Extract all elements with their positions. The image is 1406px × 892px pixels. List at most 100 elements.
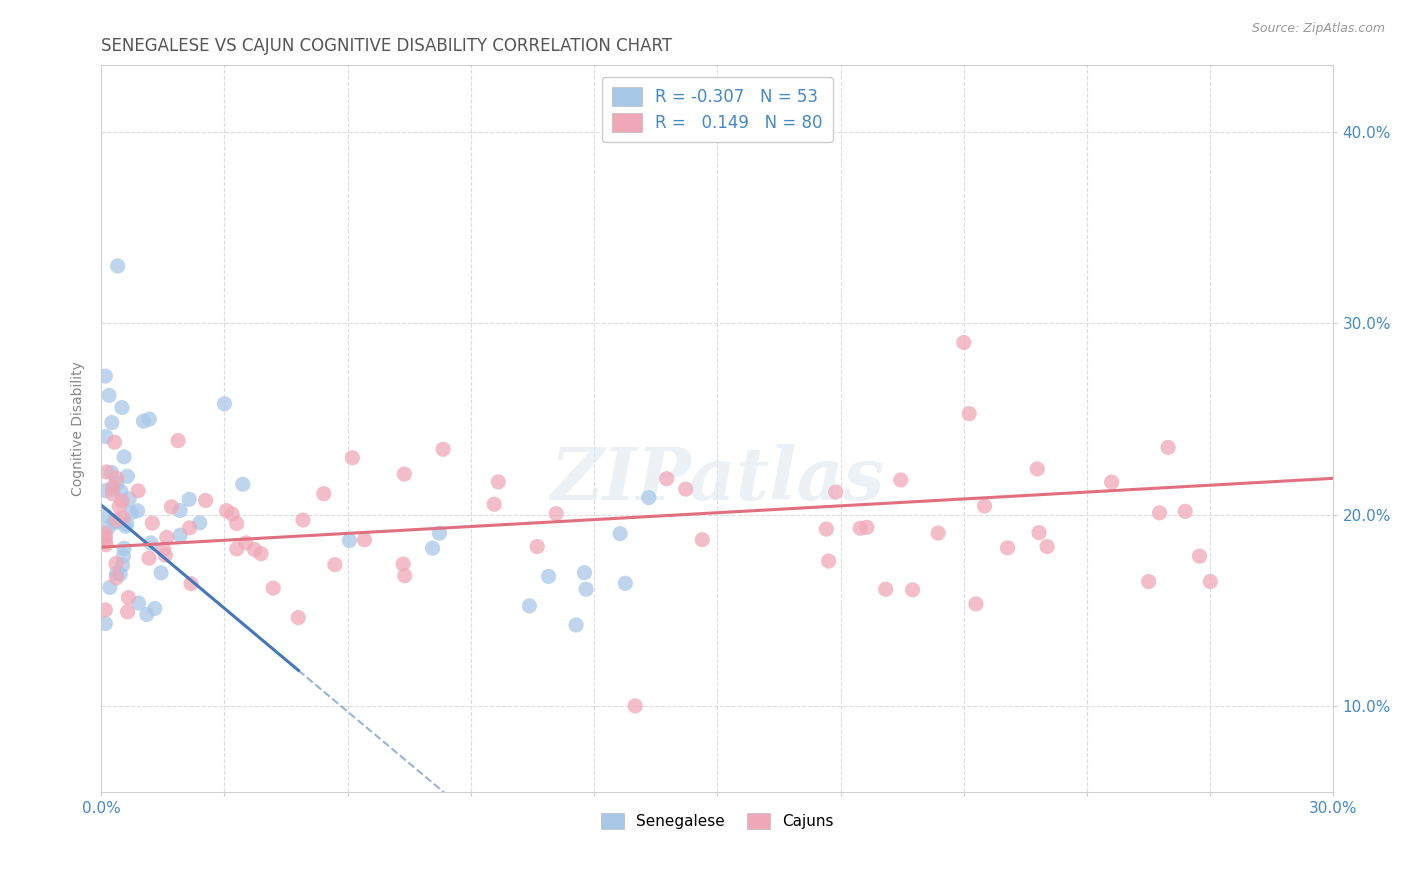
Point: [546, 507, 568, 521]
Point: [179, 492, 201, 507]
Point: [287, 610, 309, 624]
Point: [890, 473, 912, 487]
Point: [139, 536, 162, 550]
Point: [105, 476, 128, 491]
Point: [194, 493, 217, 508]
Point: [101, 480, 124, 494]
Point: [111, 401, 134, 415]
Point: [394, 467, 416, 481]
Point: [1101, 475, 1123, 489]
Point: [519, 599, 541, 613]
Point: [188, 516, 211, 530]
Text: SENEGALESE VS CAJUN COGNITIVE DISABILITY CORRELATION CHART: SENEGALESE VS CAJUN COGNITIVE DISABILITY…: [101, 37, 672, 55]
Point: [94, 603, 117, 617]
Point: [138, 551, 160, 566]
Point: [105, 571, 128, 585]
Point: [965, 597, 987, 611]
Point: [98, 388, 121, 402]
Point: [609, 526, 631, 541]
Point: [169, 503, 191, 517]
Point: [101, 483, 124, 497]
Point: [323, 558, 346, 572]
Point: [110, 484, 132, 499]
Point: [574, 566, 596, 580]
Point: [432, 442, 454, 457]
Point: [167, 434, 190, 448]
Point: [141, 516, 163, 530]
Point: [262, 581, 284, 595]
Point: [94, 508, 117, 523]
Point: [353, 533, 375, 547]
Point: [155, 548, 177, 562]
Point: [101, 416, 124, 430]
Point: [1174, 504, 1197, 518]
Point: [815, 522, 838, 536]
Point: [312, 486, 335, 500]
Point: [1199, 574, 1222, 589]
Point: [429, 526, 451, 541]
Point: [973, 499, 995, 513]
Point: [856, 520, 879, 534]
Point: [243, 542, 266, 557]
Point: [94, 369, 117, 384]
Point: [225, 516, 247, 531]
Point: [112, 541, 135, 556]
Point: [111, 511, 134, 525]
Point: [100, 466, 122, 480]
Point: [180, 576, 202, 591]
Point: [179, 521, 201, 535]
Point: [111, 558, 134, 573]
Point: [138, 412, 160, 426]
Point: [112, 450, 135, 464]
Point: [118, 491, 141, 506]
Point: [342, 450, 364, 465]
Point: [392, 557, 415, 571]
Point: [537, 569, 560, 583]
Point: [575, 582, 598, 597]
Point: [96, 465, 118, 479]
Point: [486, 475, 509, 489]
Point: [1026, 462, 1049, 476]
Point: [103, 435, 125, 450]
Point: [849, 521, 872, 535]
Point: [1137, 574, 1160, 589]
Point: [291, 513, 314, 527]
Point: [235, 536, 257, 550]
Point: [132, 414, 155, 428]
Point: [94, 531, 117, 545]
Point: [115, 516, 138, 531]
Point: [957, 407, 980, 421]
Point: [624, 698, 647, 713]
Point: [94, 538, 117, 552]
Point: [225, 541, 247, 556]
Point: [105, 516, 128, 530]
Point: [637, 491, 659, 505]
Point: [394, 568, 416, 582]
Point: [117, 469, 139, 483]
Point: [901, 582, 924, 597]
Point: [221, 507, 243, 521]
Point: [690, 533, 713, 547]
Point: [97, 520, 120, 534]
Point: [127, 483, 149, 498]
Point: [1188, 549, 1211, 563]
Point: [111, 493, 134, 508]
Point: [927, 526, 949, 541]
Point: [250, 547, 273, 561]
Point: [952, 335, 974, 350]
Text: Source: ZipAtlas.com: Source: ZipAtlas.com: [1251, 22, 1385, 36]
Point: [169, 528, 191, 542]
Point: [105, 513, 128, 527]
Point: [127, 504, 149, 518]
Point: [120, 506, 142, 520]
Point: [824, 485, 846, 500]
Point: [655, 472, 678, 486]
Point: [117, 605, 139, 619]
Point: [482, 497, 505, 511]
Point: [94, 483, 117, 498]
Point: [1036, 540, 1059, 554]
Point: [232, 477, 254, 491]
Point: [128, 596, 150, 610]
Text: ZIPatlas: ZIPatlas: [550, 444, 884, 515]
Legend: Senegalese, Cajuns: Senegalese, Cajuns: [595, 807, 841, 835]
